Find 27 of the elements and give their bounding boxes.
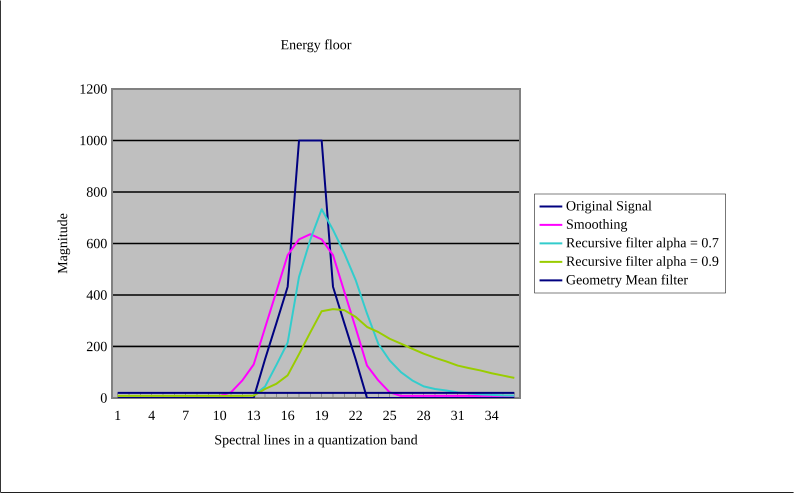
legend-label: Geometry Mean filter bbox=[566, 274, 688, 288]
x-tick-label: 13 bbox=[248, 410, 260, 420]
x-tick-label: 16 bbox=[282, 410, 294, 420]
x-tick-label: 10 bbox=[214, 410, 226, 420]
x-tick-label: 1 bbox=[115, 410, 120, 420]
chart-title: Energy floor bbox=[280, 39, 352, 52]
y-tick-label: 800 bbox=[86, 187, 107, 197]
legend-label: Recursive filter alpha = 0.9 bbox=[566, 256, 718, 269]
x-tick-label: 7 bbox=[183, 410, 189, 420]
x-axis-title: Spectral lines in a quantization band bbox=[215, 434, 418, 448]
legend-label: Original Signal bbox=[566, 200, 652, 214]
y-tick-label: 1200 bbox=[80, 84, 107, 94]
y-tick-label: 200 bbox=[86, 342, 107, 352]
y-tick-label: 400 bbox=[86, 290, 107, 300]
x-tick-label: 25 bbox=[383, 410, 396, 420]
legend-label: Recursive filter alpha = 0.7 bbox=[566, 237, 718, 250]
y-tick-label: 600 bbox=[86, 238, 107, 248]
x-tick-label: 19 bbox=[316, 410, 328, 420]
y-tick-label: 0 bbox=[100, 393, 107, 403]
legend-label: Smoothing bbox=[566, 219, 628, 232]
y-axis-title: Magnitude bbox=[57, 214, 70, 274]
x-tick-label: 31 bbox=[451, 410, 464, 420]
x-tick-label: 4 bbox=[148, 410, 155, 420]
y-tick-label: 1000 bbox=[80, 136, 107, 146]
x-tick-label: 22 bbox=[349, 410, 362, 420]
x-tick-label: 28 bbox=[417, 410, 430, 420]
x-tick-label: 34 bbox=[485, 410, 498, 420]
